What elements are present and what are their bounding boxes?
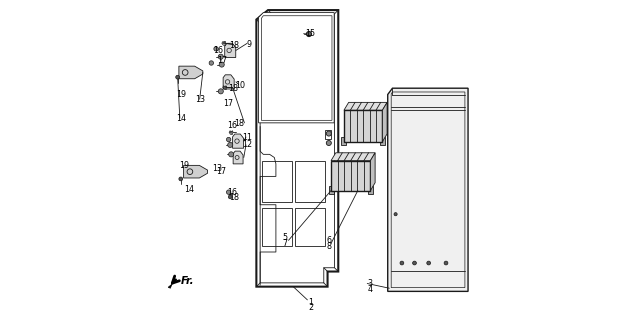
Circle shape [218,54,223,59]
Text: 19: 19 [179,161,189,170]
Circle shape [413,261,417,265]
Text: 18: 18 [234,119,244,128]
Circle shape [223,42,225,44]
Text: 14: 14 [176,114,186,123]
Text: 15: 15 [305,29,315,38]
Text: 17: 17 [223,100,234,108]
Circle shape [227,190,231,194]
Circle shape [214,47,218,51]
Text: 18: 18 [229,41,239,50]
Circle shape [176,75,179,79]
Circle shape [228,142,233,147]
Circle shape [209,61,214,65]
Text: 11: 11 [242,133,252,141]
Circle shape [230,131,232,133]
Text: 5: 5 [283,233,288,242]
Polygon shape [382,102,387,142]
Polygon shape [225,43,236,57]
Text: 7: 7 [283,239,288,248]
Text: 13: 13 [195,95,205,104]
Polygon shape [168,284,172,288]
Text: 8: 8 [327,242,332,251]
Text: 14: 14 [184,185,195,193]
Polygon shape [232,134,244,148]
Text: 6: 6 [327,237,332,245]
Bar [262,161,292,202]
Text: Fr.: Fr. [180,276,194,286]
Text: 16: 16 [227,188,237,197]
Circle shape [444,261,448,265]
Circle shape [227,137,231,142]
Bar [295,161,324,202]
Bar [295,208,324,246]
Circle shape [326,140,332,146]
Circle shape [394,213,397,216]
Text: 2: 2 [308,303,313,312]
Text: 16: 16 [213,46,223,55]
Circle shape [228,195,232,199]
Polygon shape [179,66,203,79]
Circle shape [326,131,332,136]
Polygon shape [371,153,375,191]
Text: 1: 1 [308,298,313,307]
Text: 16: 16 [227,121,237,129]
Text: 4: 4 [368,285,373,294]
Polygon shape [259,13,334,123]
Polygon shape [344,102,387,110]
Polygon shape [344,110,382,142]
Bar [368,186,373,194]
Text: 9: 9 [246,40,252,49]
Text: 17: 17 [217,56,227,65]
Polygon shape [223,75,234,89]
Polygon shape [388,88,468,291]
Bar [328,186,333,194]
Text: 19: 19 [177,90,186,99]
Polygon shape [184,165,207,178]
Circle shape [400,261,404,265]
Circle shape [218,89,223,94]
Bar [380,137,385,145]
Bar [262,208,292,246]
Polygon shape [331,161,371,191]
Bar [415,165,440,183]
Text: 18: 18 [229,193,239,202]
Circle shape [219,62,224,67]
Circle shape [307,32,312,37]
Bar [341,137,346,145]
Bar [324,130,331,139]
Circle shape [179,177,182,181]
Text: 3: 3 [368,279,373,288]
Text: 10: 10 [235,81,244,89]
Text: 18: 18 [228,84,237,93]
Text: 17: 17 [216,167,226,176]
Circle shape [427,261,431,265]
Polygon shape [331,153,375,161]
Circle shape [224,86,226,88]
Text: 12: 12 [242,140,252,149]
Polygon shape [233,151,243,164]
Text: 13: 13 [212,164,223,173]
Circle shape [228,152,234,157]
